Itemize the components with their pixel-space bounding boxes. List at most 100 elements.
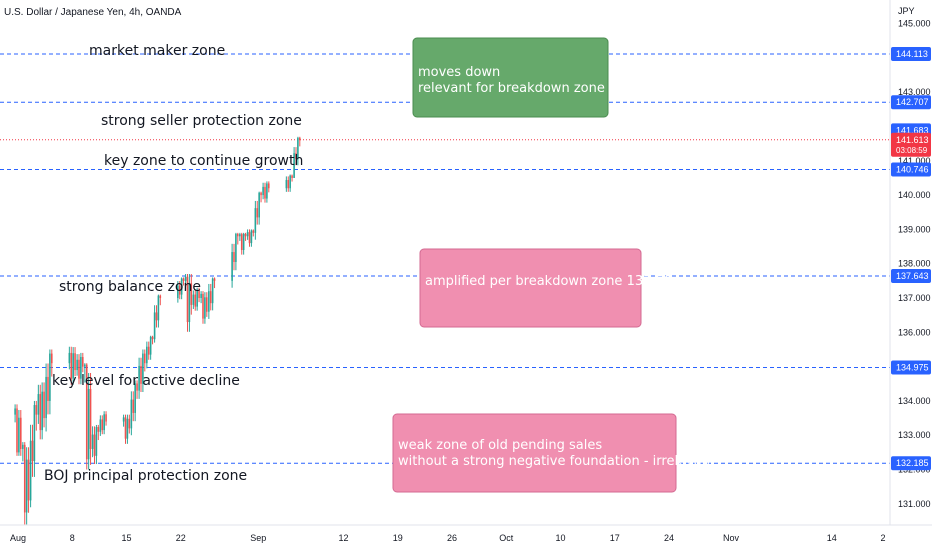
candle-body [41, 391, 43, 431]
candle-body [84, 364, 86, 367]
candle-body [291, 175, 293, 178]
candle-body [142, 353, 144, 384]
candle-body [200, 293, 202, 299]
candle-body [72, 353, 74, 379]
currency-label: JPY [898, 6, 915, 16]
x-tick-label: 17 [610, 533, 620, 543]
candle-body [250, 230, 253, 244]
candle-body [196, 290, 198, 307]
y-tick-label: 138.000 [898, 259, 931, 269]
current-price-label: 141.613 [896, 135, 929, 145]
candle-body [70, 352, 73, 379]
level-price-tag [891, 95, 931, 110]
candle-body [147, 346, 150, 355]
y-tick-label: 134.000 [898, 396, 931, 406]
note-text: amplified per breakdown zone 137.50 [425, 274, 672, 289]
candle-body [237, 233, 239, 237]
candle-body [29, 440, 32, 501]
candle-body [182, 278, 185, 281]
candle-body [256, 208, 259, 218]
x-tick-label: 15 [121, 533, 131, 543]
candle-body [68, 352, 71, 364]
zone-label: key zone to continue growth [104, 153, 303, 169]
candle-body [157, 295, 160, 321]
x-tick-label: 10 [555, 533, 565, 543]
countdown-label: 03:08:59 [896, 146, 928, 155]
zone-label: BOJ principal protection zone [44, 468, 247, 484]
candle-body [285, 180, 288, 189]
y-tick-label: 139.000 [898, 224, 931, 234]
candle-body [14, 408, 16, 415]
candle-body [33, 405, 36, 461]
level-price-tag-label: 142.707 [896, 97, 929, 107]
candle-body [93, 434, 96, 456]
candle-body [260, 192, 262, 196]
candle-body [16, 408, 18, 453]
candle-body [103, 414, 105, 431]
candle-body [178, 285, 181, 295]
candle-body [128, 418, 131, 429]
candle-body [262, 186, 264, 196]
last-price-label: 141.683 [896, 125, 929, 135]
note-text: without a strong negative foundation - i… [398, 454, 715, 469]
candle-body [99, 419, 102, 432]
y-tick-label: 131.000 [898, 499, 931, 509]
level-price-tag-label: 144.113 [896, 49, 928, 59]
note-text: moves down [418, 65, 500, 80]
candle-body [136, 383, 138, 391]
candle-body [242, 233, 245, 250]
candle-body [297, 137, 299, 160]
candle-body [138, 365, 140, 391]
candle-body [45, 376, 47, 419]
x-tick-label: 24 [664, 533, 674, 543]
candle-body [184, 276, 187, 281]
y-tick-label: 136.000 [898, 327, 931, 337]
candle-body [126, 418, 129, 439]
zone-label: market maker zone [89, 43, 225, 59]
candle-body [134, 383, 136, 413]
candle-body [97, 427, 100, 432]
candle-body [180, 278, 183, 295]
candle-body [82, 357, 84, 367]
candle-body [213, 278, 216, 281]
x-tick-label: 12 [338, 533, 348, 543]
candle-body [43, 391, 45, 419]
candle-body [132, 399, 135, 413]
x-tick-label: Nov [723, 533, 740, 543]
candle-body [78, 359, 80, 379]
x-tick-label: Oct [499, 533, 514, 543]
candle-body [47, 376, 49, 401]
x-tick-label: 14 [827, 533, 837, 543]
candle-body [140, 365, 142, 384]
candle-body [186, 276, 189, 323]
candle-body [287, 180, 290, 189]
candle-body [204, 297, 206, 319]
candle-body [293, 153, 295, 178]
level-price-tag-label: 134.975 [896, 362, 929, 372]
candle-body [202, 293, 204, 319]
candle-body [37, 394, 40, 415]
chart-title: U.S. Dollar / Japanese Yen, 4h, OANDA [4, 7, 182, 18]
candle-body [74, 353, 76, 371]
zone-labels: market maker zone strong seller protectio… [44, 43, 303, 484]
candle-body [85, 364, 88, 460]
candle-body [188, 283, 191, 323]
candle-body [89, 388, 92, 449]
candle-body [266, 183, 268, 199]
candle-body [295, 153, 297, 160]
candle-body [144, 353, 146, 364]
candle-body [31, 440, 34, 461]
current-price-tag [891, 132, 931, 157]
candle-body [80, 357, 82, 379]
candle-body [20, 417, 22, 449]
candle-body [22, 444, 24, 449]
candle-body [209, 291, 212, 304]
candle-body [35, 405, 38, 415]
candle-body [268, 183, 270, 189]
candle-body [149, 336, 152, 355]
candle-body [194, 294, 197, 307]
level-price-tag [891, 360, 931, 375]
candle-body [159, 295, 162, 299]
x-tick-label: 8 [70, 533, 75, 543]
